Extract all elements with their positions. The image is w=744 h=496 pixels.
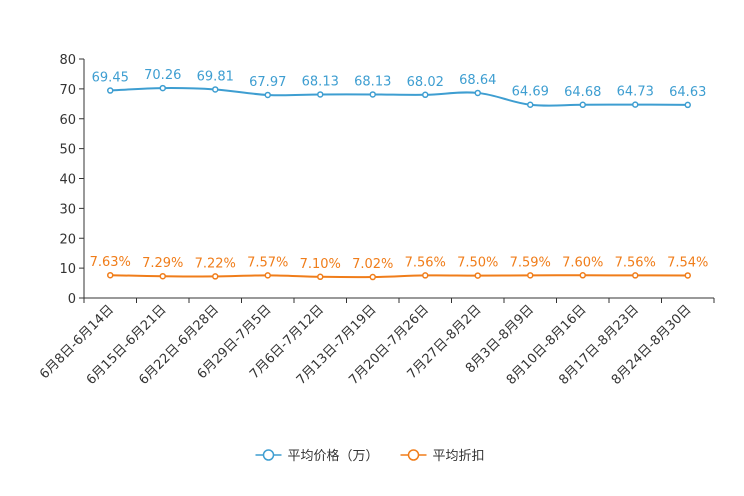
y-tick-label: 0 [68, 292, 76, 307]
data-point [527, 272, 534, 279]
data-point [107, 271, 114, 279]
data-label: 64.73 [617, 85, 654, 100]
data-point [422, 272, 429, 279]
data-label: 7.60% [562, 255, 603, 270]
data-point [159, 272, 166, 280]
data-label: 69.81 [197, 69, 234, 84]
data-label: 68.64 [459, 73, 496, 88]
y-tick-label: 60 [59, 113, 76, 128]
data-label: 70.26 [144, 68, 181, 83]
data-label: 69.45 [92, 71, 129, 86]
data-label: 7.10% [300, 257, 341, 272]
y-tick-label: 40 [59, 173, 76, 188]
data-label: 7.63% [90, 255, 131, 270]
data-label: 64.69 [512, 85, 549, 100]
data-label: 68.13 [354, 74, 391, 89]
data-point [527, 101, 534, 108]
data-point [369, 91, 376, 98]
legend-label: 平均折扣 [433, 449, 485, 464]
data-point [264, 91, 271, 99]
data-label: 7.54% [667, 255, 708, 270]
data-point [212, 273, 219, 280]
legend-marker-icon [407, 449, 420, 461]
data-point [579, 101, 586, 109]
data-point [632, 101, 639, 108]
data-point [317, 273, 324, 281]
axes: 010203040506070806月8日-6月14日6月15日-6月21日6月… [37, 53, 715, 388]
data-point [369, 273, 376, 281]
data-point [684, 101, 691, 109]
data-point [474, 89, 481, 97]
data-label: 7.56% [405, 255, 446, 270]
data-label: 67.97 [249, 75, 286, 90]
y-tick-label: 70 [59, 83, 76, 98]
data-point [159, 84, 166, 92]
data-point [212, 86, 219, 93]
data-point [317, 91, 324, 98]
data-label: 7.02% [352, 257, 393, 272]
data-point [632, 272, 639, 279]
data-label: 64.63 [669, 85, 706, 100]
data-label: 64.68 [564, 85, 601, 100]
series-layer [107, 84, 691, 281]
data-point [107, 87, 114, 94]
y-tick-label: 20 [59, 232, 76, 247]
data-point [579, 272, 586, 279]
y-tick-label: 50 [59, 143, 76, 158]
data-label: 7.29% [142, 256, 183, 271]
data-label: 7.59% [510, 255, 551, 270]
data-label: 7.22% [195, 256, 236, 271]
data-point [684, 272, 691, 279]
data-point [264, 272, 271, 279]
legend-marker-icon [262, 449, 275, 461]
data-label: 68.02 [407, 75, 444, 90]
data-labels: 69.45 70.26 69.81 67.97 68.13 68.13 68.02 68.64… [90, 68, 709, 272]
data-label: 7.57% [247, 255, 288, 270]
series-line-0 [110, 87, 688, 107]
legend: 平均价格（万） 平均折扣 [255, 448, 485, 464]
y-tick-label: 80 [59, 53, 76, 68]
y-tick-label: 30 [59, 202, 76, 217]
data-label: 7.50% [457, 256, 498, 271]
legend-label: 平均价格（万） [288, 448, 379, 464]
y-tick-label: 10 [59, 262, 76, 277]
data-point [474, 272, 481, 279]
data-label: 7.56% [615, 255, 656, 270]
series-line-1 [110, 274, 688, 279]
legend-item-1: 平均折扣 [400, 449, 485, 464]
legend-item-0: 平均价格（万） [255, 448, 379, 464]
data-point [422, 91, 429, 99]
data-label: 68.13 [302, 74, 339, 89]
